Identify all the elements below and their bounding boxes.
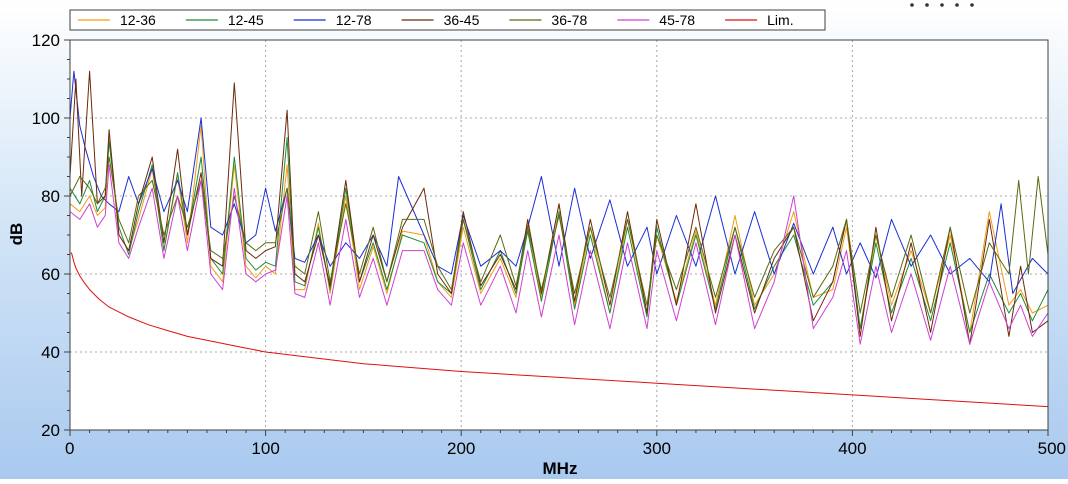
series-line-45-78: [69, 164, 1049, 345]
series-lines: [69, 70, 1049, 408]
legend-label: 36-45: [444, 12, 480, 28]
x-tick-label: 400: [838, 439, 866, 458]
series-line-lim-: [70, 252, 1049, 408]
legend-label: 12-45: [228, 12, 264, 28]
indicator-dot: [970, 3, 974, 7]
indicator-dot: [910, 3, 914, 7]
y-tick-label: 100: [32, 109, 60, 128]
legend-label: 36-78: [551, 12, 587, 28]
y-tick-label: 20: [41, 421, 60, 440]
y-tick-label: 40: [41, 343, 60, 362]
page-indicator-dots: [910, 3, 974, 7]
x-axis-title: MHz: [543, 459, 578, 478]
x-tick-label: 500: [1038, 439, 1066, 458]
y-tick-label: 60: [41, 265, 60, 284]
x-tick-label: 200: [447, 439, 475, 458]
legend-box: [69, 9, 826, 31]
series-line-36-78: [69, 156, 1049, 314]
x-tick-label: 300: [643, 439, 671, 458]
x-tick-label: 100: [251, 439, 279, 458]
legend-label: 12-36: [120, 12, 156, 28]
y-tick-label: 80: [41, 187, 60, 206]
axes: 20 40 60 80 100 120 0 100 200 300 400 500: [32, 31, 1066, 458]
legend-label: 12-78: [336, 12, 372, 28]
y-tick-label: 120: [32, 31, 60, 50]
indicator-dot: [925, 3, 929, 7]
indicator-dot: [955, 3, 959, 7]
legend-label: Lim.: [767, 12, 793, 28]
x-tick-label: 0: [65, 439, 74, 458]
legend: 12-36 12-45 12-78 36-45 36-78 45-78 Lim.: [69, 9, 826, 31]
y-axis-title: dB: [7, 223, 26, 246]
indicator-dot: [940, 3, 944, 7]
legend-label: 45-78: [659, 12, 695, 28]
